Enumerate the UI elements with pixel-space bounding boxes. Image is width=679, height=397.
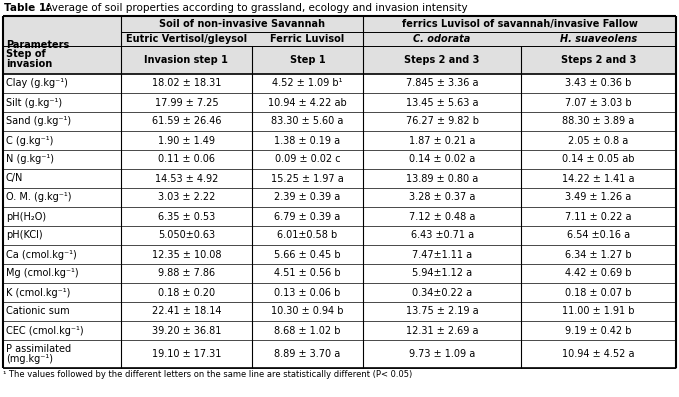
Text: ¹ The values followed by the different letters on the same line are statisticall: ¹ The values followed by the different l…: [3, 370, 412, 379]
Text: Silt (g.kg⁻¹): Silt (g.kg⁻¹): [6, 98, 62, 108]
Text: 8.68 ± 1.02 b: 8.68 ± 1.02 b: [274, 326, 341, 335]
Text: 0.11 ± 0.06: 0.11 ± 0.06: [158, 154, 215, 164]
Text: CEC (cmol.kg⁻¹): CEC (cmol.kg⁻¹): [6, 326, 84, 335]
Text: 13.45 ± 5.63 a: 13.45 ± 5.63 a: [406, 98, 479, 108]
Text: 3.03 ± 2.22: 3.03 ± 2.22: [158, 193, 215, 202]
Text: invasion: invasion: [6, 59, 52, 69]
Bar: [3, 16, 676, 74]
Text: Steps 2 and 3: Steps 2 and 3: [561, 55, 636, 65]
Text: 0.18 ± 0.20: 0.18 ± 0.20: [158, 287, 215, 297]
Text: 4.51 ± 0.56 b: 4.51 ± 0.56 b: [274, 268, 341, 279]
Text: 7.07 ± 3.03 b: 7.07 ± 3.03 b: [566, 98, 632, 108]
Text: 7.11 ± 0.22 a: 7.11 ± 0.22 a: [566, 212, 632, 222]
Text: 4.52 ± 1.09 b¹: 4.52 ± 1.09 b¹: [272, 79, 343, 89]
Text: 0.18 ± 0.07 b: 0.18 ± 0.07 b: [566, 287, 632, 297]
Text: 14.53 ± 4.92: 14.53 ± 4.92: [155, 173, 218, 183]
Text: 7.12 ± 0.48 a: 7.12 ± 0.48 a: [409, 212, 475, 222]
Text: Steps 2 and 3: Steps 2 and 3: [405, 55, 480, 65]
Text: Soil of non-invasive Savannah: Soil of non-invasive Savannah: [159, 19, 325, 29]
Text: 11.00 ± 1.91 b: 11.00 ± 1.91 b: [562, 306, 635, 316]
Text: 15.25 ± 1.97 a: 15.25 ± 1.97 a: [271, 173, 344, 183]
Text: 7.845 ± 3.36 a: 7.845 ± 3.36 a: [406, 79, 479, 89]
Text: 9.88 ± 7.86: 9.88 ± 7.86: [158, 268, 215, 279]
Text: 5.94±1.12 a: 5.94±1.12 a: [412, 268, 472, 279]
Text: 61.59 ± 26.46: 61.59 ± 26.46: [151, 116, 221, 127]
Text: 5.66 ± 0.45 b: 5.66 ± 0.45 b: [274, 249, 341, 260]
Text: 39.20 ± 36.81: 39.20 ± 36.81: [151, 326, 221, 335]
Text: 88.30 ± 3.89 a: 88.30 ± 3.89 a: [562, 116, 635, 127]
Text: 1.87 ± 0.21 a: 1.87 ± 0.21 a: [409, 135, 475, 145]
Text: Ferric Luvisol: Ferric Luvisol: [270, 34, 345, 44]
Text: 14.22 ± 1.41 a: 14.22 ± 1.41 a: [562, 173, 635, 183]
Text: 9.73 ± 1.09 a: 9.73 ± 1.09 a: [409, 349, 475, 359]
Text: Mg (cmol.kg⁻¹): Mg (cmol.kg⁻¹): [6, 268, 79, 279]
Text: 2.39 ± 0.39 a: 2.39 ± 0.39 a: [274, 193, 341, 202]
Text: K (cmol.kg⁻¹): K (cmol.kg⁻¹): [6, 287, 71, 297]
Text: 12.35 ± 10.08: 12.35 ± 10.08: [151, 249, 221, 260]
Text: 4.42 ± 0.69 b: 4.42 ± 0.69 b: [566, 268, 632, 279]
Text: 0.14 ± 0.02 a: 0.14 ± 0.02 a: [409, 154, 475, 164]
Text: 0.13 ± 0.06 b: 0.13 ± 0.06 b: [274, 287, 341, 297]
Text: 2.05 ± 0.8 a: 2.05 ± 0.8 a: [568, 135, 629, 145]
Text: Cationic sum: Cationic sum: [6, 306, 70, 316]
Text: N (g.kg⁻¹): N (g.kg⁻¹): [6, 154, 54, 164]
Text: 10.94 ± 4.52 a: 10.94 ± 4.52 a: [562, 349, 635, 359]
Text: 6.35 ± 0.53: 6.35 ± 0.53: [158, 212, 215, 222]
Text: 18.02 ± 18.31: 18.02 ± 18.31: [151, 79, 221, 89]
Text: 6.34 ± 1.27 b: 6.34 ± 1.27 b: [566, 249, 632, 260]
Text: 6.79 ± 0.39 a: 6.79 ± 0.39 a: [274, 212, 341, 222]
Text: 0.34±0.22 a: 0.34±0.22 a: [412, 287, 472, 297]
Text: 0.14 ± 0.05 ab: 0.14 ± 0.05 ab: [562, 154, 635, 164]
Text: 0.09 ± 0.02 c: 0.09 ± 0.02 c: [275, 154, 340, 164]
Text: 13.75 ± 2.19 a: 13.75 ± 2.19 a: [406, 306, 479, 316]
Text: 76.27 ± 9.82 b: 76.27 ± 9.82 b: [405, 116, 479, 127]
Text: pH(H₂O): pH(H₂O): [6, 212, 46, 222]
Text: 5.050±0.63: 5.050±0.63: [158, 231, 215, 241]
Text: C/N: C/N: [6, 173, 23, 183]
Text: Average of soil properties according to grassland, ecology and invasion intensit: Average of soil properties according to …: [42, 3, 468, 13]
Text: 17.99 ± 7.25: 17.99 ± 7.25: [155, 98, 218, 108]
Text: pH(KCl): pH(KCl): [6, 231, 43, 241]
Text: 1.90 ± 1.49: 1.90 ± 1.49: [158, 135, 215, 145]
Text: 3.43 ± 0.36 b: 3.43 ± 0.36 b: [566, 79, 631, 89]
Text: 6.01±0.58 b: 6.01±0.58 b: [278, 231, 337, 241]
Text: 13.89 ± 0.80 a: 13.89 ± 0.80 a: [406, 173, 478, 183]
Text: ferrics Luvisol of savannah/invasive Fallow: ferrics Luvisol of savannah/invasive Fal…: [401, 19, 638, 29]
Text: Step of: Step of: [6, 49, 45, 59]
Text: C (g.kg⁻¹): C (g.kg⁻¹): [6, 135, 54, 145]
Text: Invasion step 1: Invasion step 1: [145, 55, 228, 65]
Text: 8.89 ± 3.70 a: 8.89 ± 3.70 a: [274, 349, 341, 359]
Text: 6.43 ±0.71 a: 6.43 ±0.71 a: [411, 231, 474, 241]
Text: C. odorata: C. odorata: [414, 34, 471, 44]
Text: Sand (g.kg⁻¹): Sand (g.kg⁻¹): [6, 116, 71, 127]
Text: 10.30 ± 0.94 b: 10.30 ± 0.94 b: [272, 306, 344, 316]
Text: 22.41 ± 18.14: 22.41 ± 18.14: [151, 306, 221, 316]
Text: (mg.kg⁻¹): (mg.kg⁻¹): [6, 354, 53, 364]
Text: 12.31 ± 2.69 a: 12.31 ± 2.69 a: [406, 326, 479, 335]
Text: Eutric Vertisol/gleysol: Eutric Vertisol/gleysol: [126, 34, 247, 44]
Text: P assimilated: P assimilated: [6, 344, 71, 354]
Text: 6.54 ±0.16 a: 6.54 ±0.16 a: [567, 231, 630, 241]
Text: Table 1:: Table 1:: [4, 3, 50, 13]
Text: Ca (cmol.kg⁻¹): Ca (cmol.kg⁻¹): [6, 249, 77, 260]
Text: 7.47±1.11 a: 7.47±1.11 a: [412, 249, 472, 260]
Text: 3.49 ± 1.26 a: 3.49 ± 1.26 a: [566, 193, 631, 202]
Text: Parameters: Parameters: [6, 40, 69, 50]
Text: 83.30 ± 5.60 a: 83.30 ± 5.60 a: [272, 116, 344, 127]
Text: 10.94 ± 4.22 ab: 10.94 ± 4.22 ab: [268, 98, 347, 108]
Text: H. suaveolens: H. suaveolens: [560, 34, 637, 44]
Text: O. M. (g.kg⁻¹): O. M. (g.kg⁻¹): [6, 193, 71, 202]
Text: 9.19 ± 0.42 b: 9.19 ± 0.42 b: [566, 326, 632, 335]
Text: Step 1: Step 1: [290, 55, 325, 65]
Text: 19.10 ± 17.31: 19.10 ± 17.31: [151, 349, 221, 359]
Text: 1.38 ± 0.19 a: 1.38 ± 0.19 a: [274, 135, 341, 145]
Text: 3.28 ± 0.37 a: 3.28 ± 0.37 a: [409, 193, 475, 202]
Text: Clay (g.kg⁻¹): Clay (g.kg⁻¹): [6, 79, 68, 89]
